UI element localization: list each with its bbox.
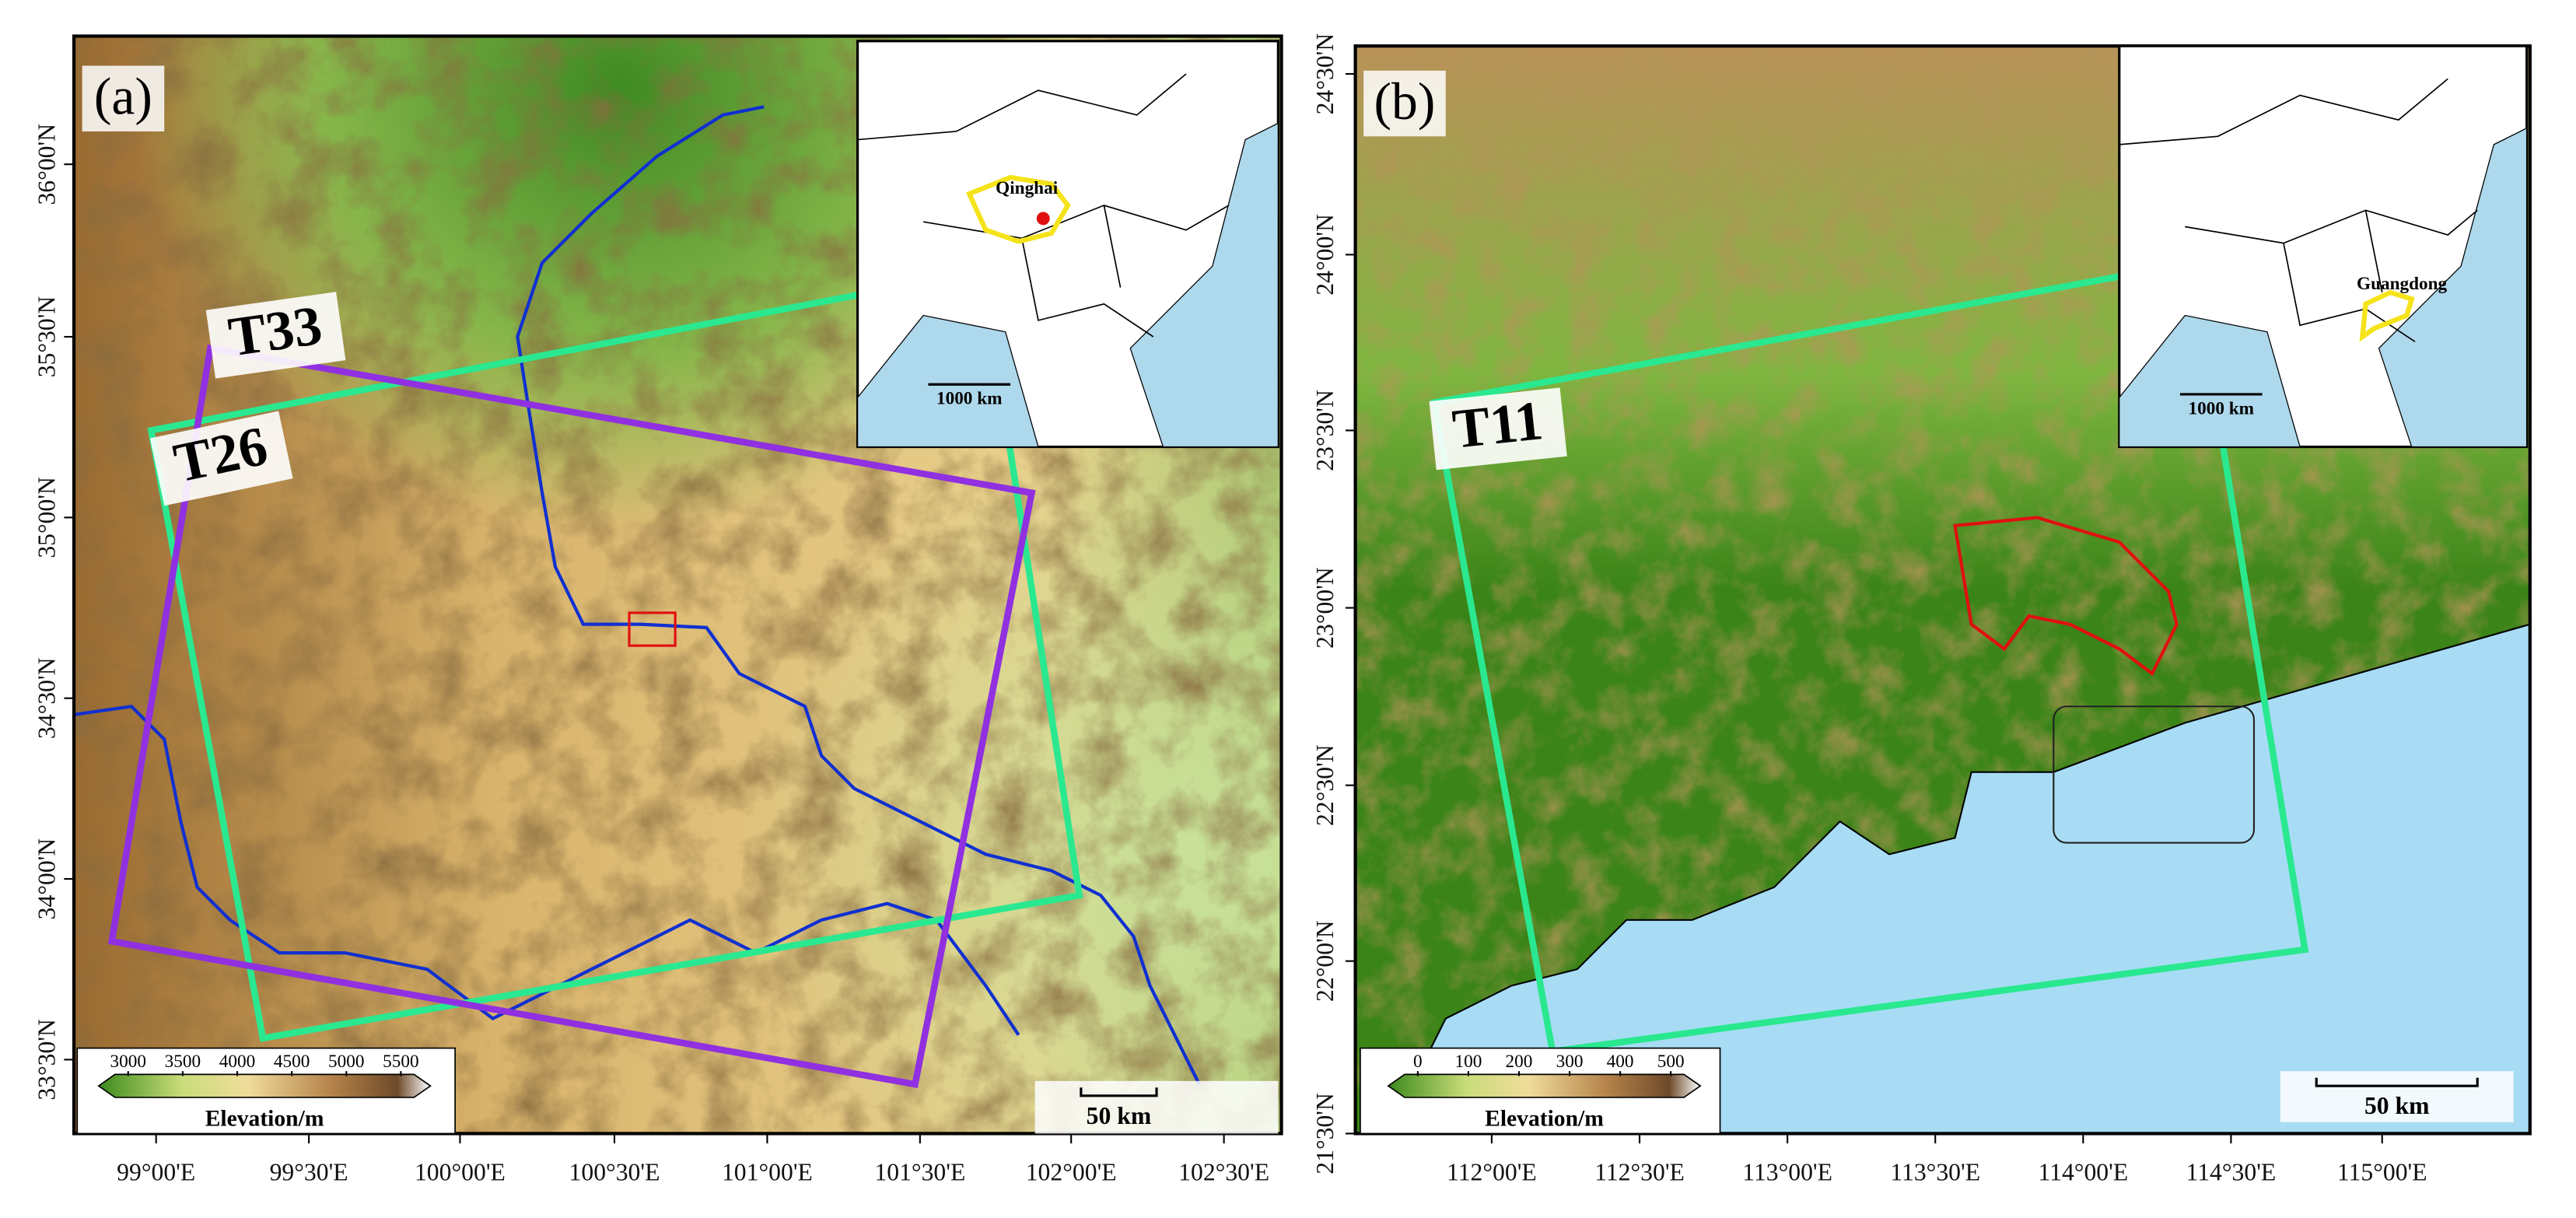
- lat-tick-label: 33°30'N: [33, 1019, 61, 1101]
- inset-region-label: Qinghai: [996, 178, 1059, 198]
- lat-tick-label: 36°00'N: [33, 124, 61, 205]
- inset-star: [1036, 212, 1050, 226]
- lat-tick-label: 34°30'N: [33, 657, 61, 739]
- colorbar-tick-label: 400: [1607, 1052, 1634, 1072]
- lat-tick-label: 24°00'N: [1311, 214, 1339, 296]
- track-label-box: [205, 292, 346, 379]
- scale-bar-label: 50 km: [2364, 1092, 2430, 1119]
- panel-label-box: [1363, 70, 1446, 137]
- lon-tick-label: 99°00'E: [117, 1159, 195, 1186]
- track-label: T11: [1429, 387, 1567, 471]
- colorbar-title: Elevation/m: [1485, 1106, 1604, 1131]
- frame-b: [1353, 44, 2532, 1136]
- lon-tick-label: 101°30'E: [874, 1159, 965, 1186]
- colorbar-tick-label: 3000: [110, 1052, 146, 1072]
- colorbar-tick-label: 5000: [328, 1052, 364, 1072]
- colorbar-tick-label: 0: [1413, 1052, 1423, 1072]
- frame-a: [72, 34, 1283, 1136]
- colorbar-tick-label: 4500: [274, 1052, 310, 1072]
- lat-tick-label: 24°30'N: [1311, 33, 1339, 115]
- lat-tick-label: 22°00'N: [1311, 920, 1339, 1002]
- colorbar-tick-label: 100: [1455, 1052, 1482, 1072]
- lon-tick-label: 102°30'E: [1178, 1159, 1269, 1186]
- inset-scale-label: 1000 km: [2188, 398, 2253, 418]
- track-label: T33: [205, 292, 346, 379]
- lon-tick-label: 112°00'E: [1447, 1159, 1537, 1186]
- scale-bar: [2315, 1077, 2479, 1087]
- inset-borders: [857, 73, 1230, 338]
- colorbar-tick-label: 3500: [165, 1052, 201, 1072]
- inset-borders: [2119, 78, 2478, 343]
- colorbar-title: Elevation/m: [205, 1106, 324, 1131]
- lon-tick-label: 100°30'E: [569, 1159, 660, 1186]
- inset-sea: [856, 122, 1279, 448]
- colorbar-tick-label: 300: [1556, 1052, 1584, 1072]
- colorbar: [97, 1073, 432, 1098]
- colorbar: [1387, 1073, 1702, 1098]
- lon-tick-label: 100°00'E: [415, 1159, 506, 1186]
- scale-bar-label: 50 km: [1087, 1102, 1152, 1129]
- lon-tick-label: 113°00'E: [1742, 1159, 1832, 1186]
- colorbar-tick-label: 4000: [219, 1052, 255, 1072]
- inset-region: [2359, 289, 2415, 342]
- panel-label-box: [82, 65, 165, 131]
- colorbar-tick-label: 5500: [383, 1052, 418, 1072]
- track-label-text: T33: [225, 294, 326, 369]
- scale-bar-box: [2280, 1071, 2514, 1122]
- track-label-box: [1429, 387, 1567, 471]
- lon-tick-label: 99°30'E: [270, 1159, 348, 1186]
- lat-tick-label: 35°00'N: [33, 477, 61, 558]
- colorbar-tick-label: 500: [1657, 1052, 1685, 1072]
- lat-tick-label: 23°00'N: [1311, 567, 1339, 649]
- lon-tick-label: 101°00'E: [722, 1159, 813, 1186]
- panel-label: (b): [1374, 72, 1436, 131]
- scale-bar: [1080, 1087, 1158, 1097]
- lon-tick-label: 115°00'E: [2337, 1159, 2427, 1186]
- colorbar-tick-label: 200: [1506, 1052, 1533, 1072]
- terrain-b: [1355, 46, 2530, 1134]
- inset-sea: [2119, 127, 2528, 448]
- inset-scale-label: 1000 km: [936, 389, 1003, 409]
- lat-tick-label: 35°30'N: [33, 296, 61, 378]
- lon-tick-label: 114°30'E: [2186, 1159, 2277, 1186]
- track-label-box: [149, 411, 293, 506]
- lat-tick-label: 22°30'N: [1311, 744, 1339, 826]
- panel-label: (a): [94, 67, 152, 125]
- lon-tick-label: 112°30'E: [1594, 1159, 1685, 1186]
- lon-tick-label: 114°00'E: [2038, 1159, 2128, 1186]
- track-label-text: T11: [1450, 389, 1545, 460]
- lon-tick-label: 113°30'E: [1890, 1159, 1980, 1186]
- lat-tick-label: 21°30'N: [1311, 1093, 1339, 1174]
- inset-region-label: Guangdong: [2357, 274, 2448, 294]
- lon-tick-label: 102°00'E: [1026, 1159, 1117, 1186]
- inset-region: [965, 174, 1071, 244]
- lat-tick-label: 23°30'N: [1311, 390, 1339, 471]
- lat-tick-label: 34°00'N: [33, 838, 61, 920]
